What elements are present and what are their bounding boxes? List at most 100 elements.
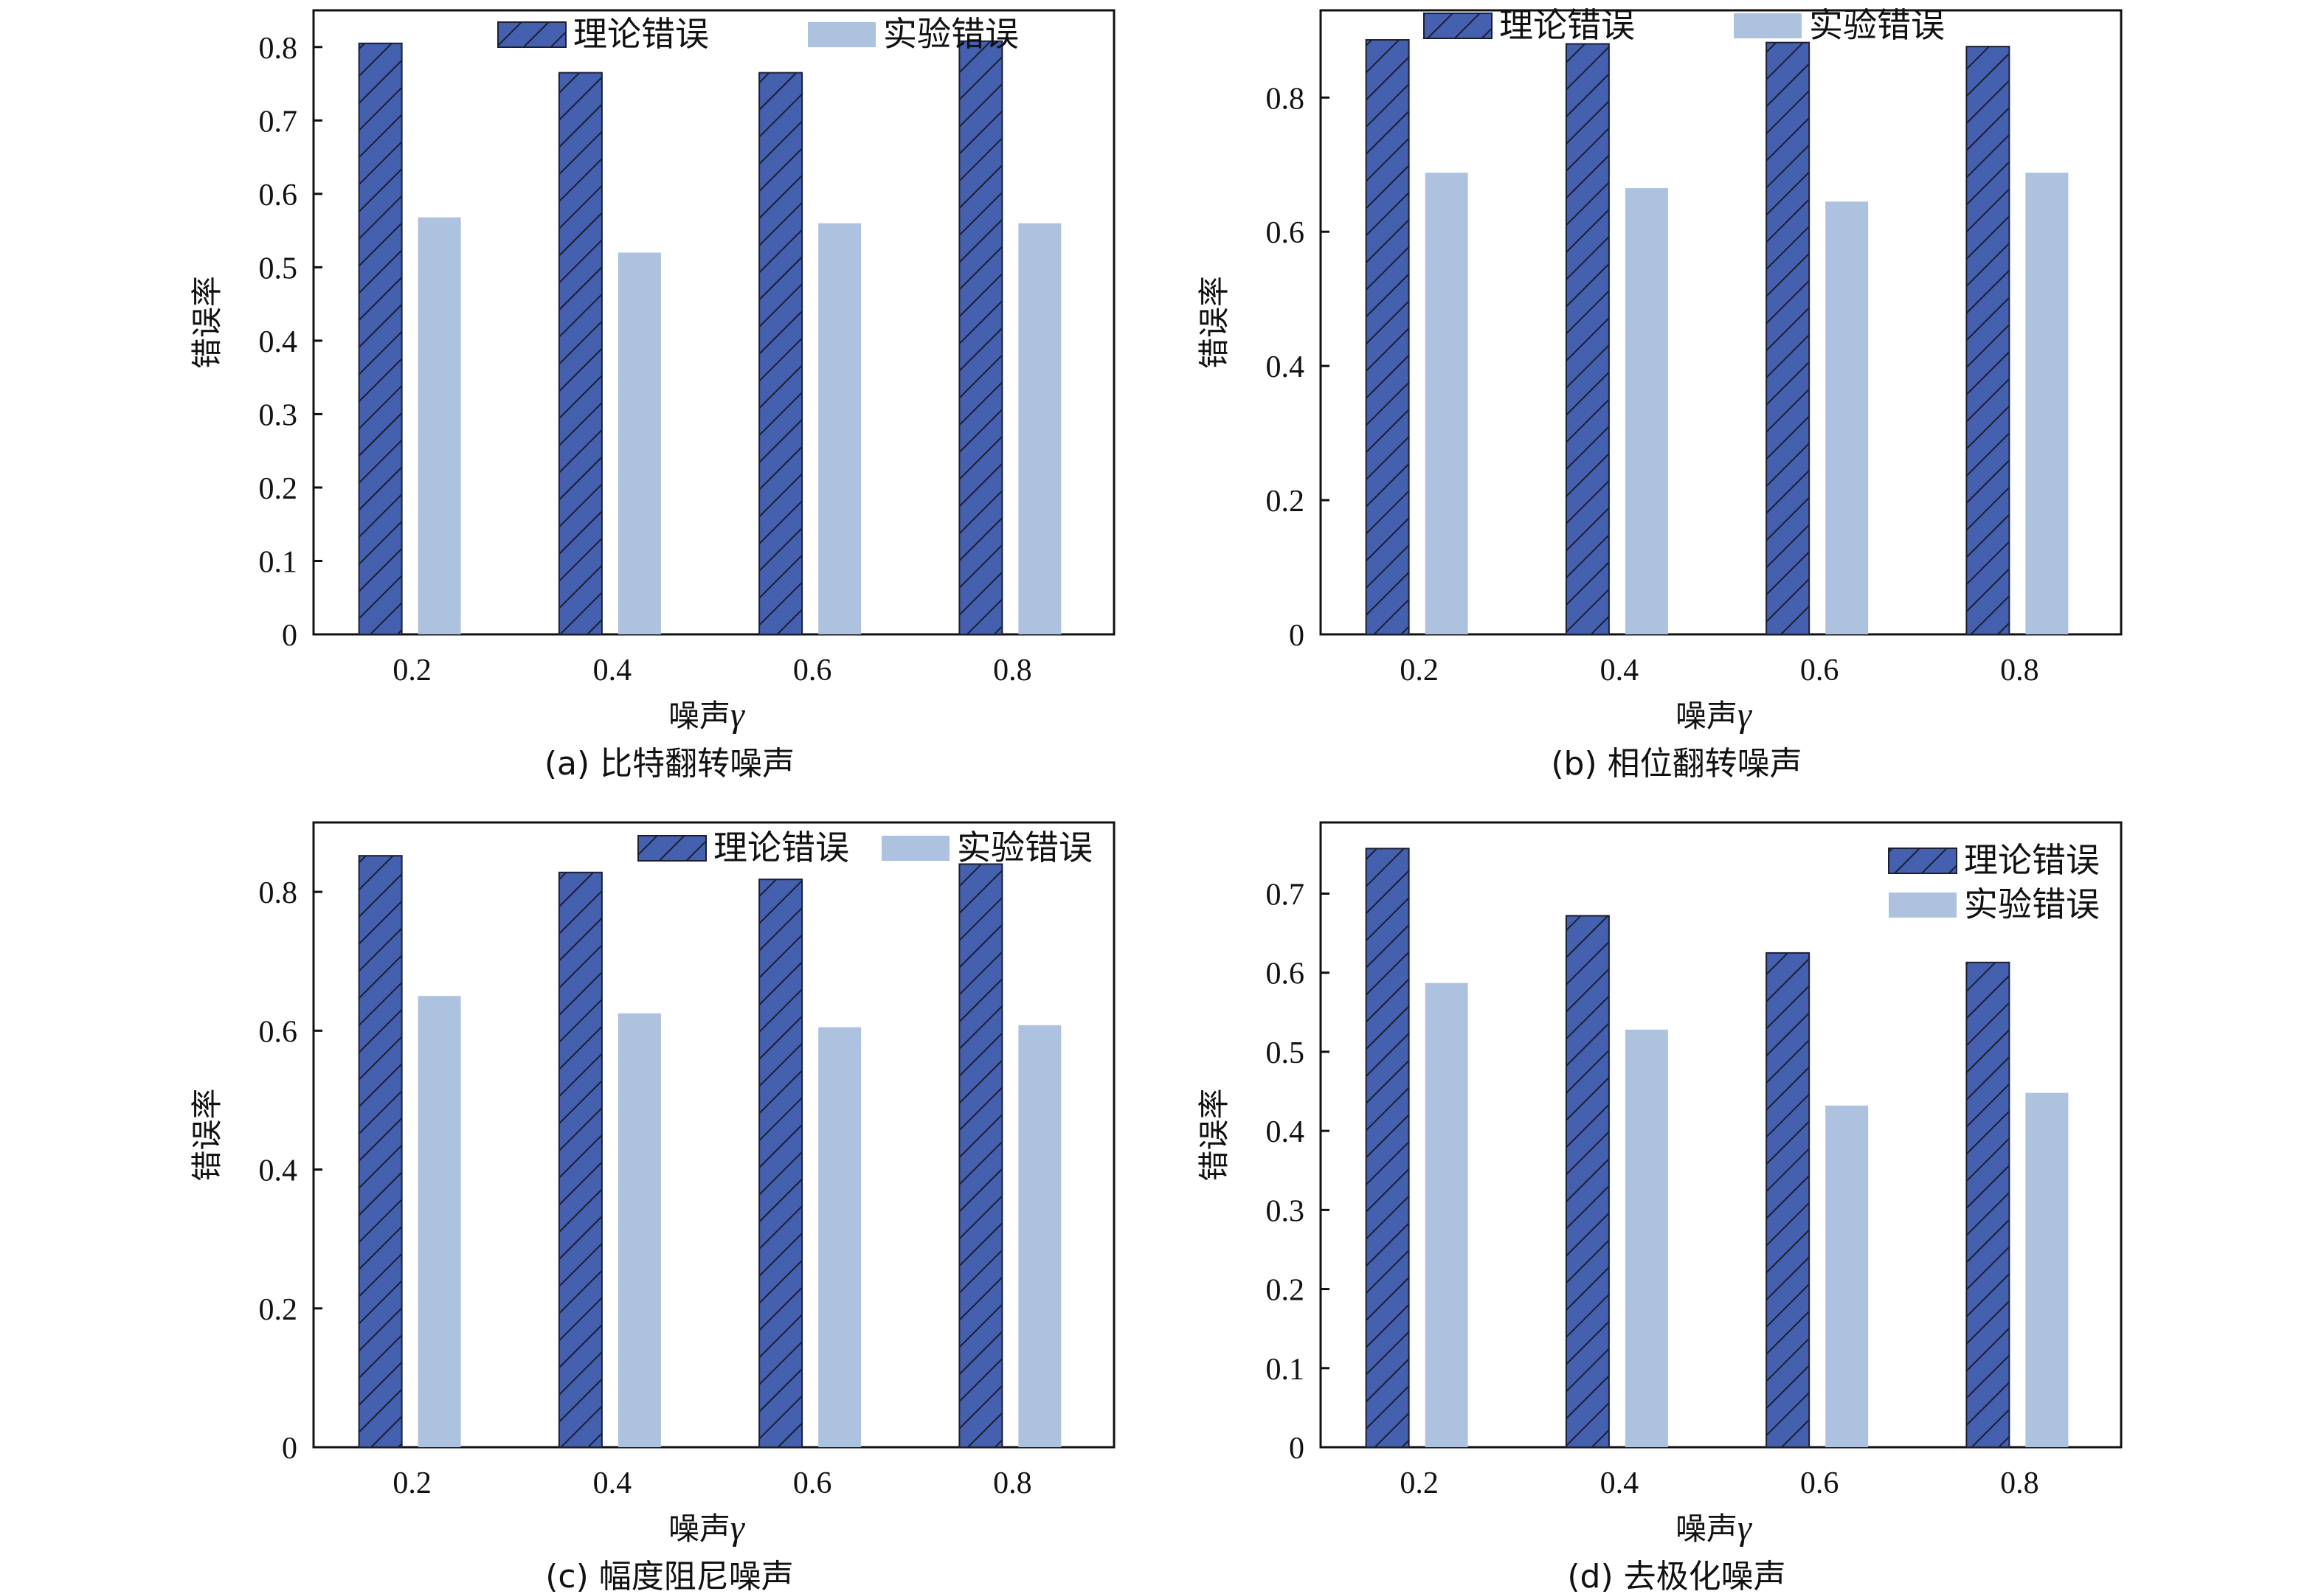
bar-theory-0.2 [358,42,403,636]
bar-experiment-0.8 [2025,1092,2069,1447]
y-tick-label: 0.4 [259,1154,298,1188]
bar-experiment-0.6 [1825,1105,1869,1447]
x-axis-label-symbol: γ [1737,696,1752,735]
plot-frame [1319,821,2123,1449]
plot-frame [312,821,1116,1449]
y-tick-label: 0.6 [1266,957,1305,991]
x-axis-label-text: 噪声 [668,698,730,734]
bar-theory-0.6 [758,72,803,636]
legend-label-theory: 理论错误 [573,14,709,54]
x-tick-label: 0.2 [1400,1466,1439,1500]
legend-swatch-theory [637,835,707,862]
x-tick-label: 0.2 [392,654,432,687]
x-tick-label: 0.6 [793,654,832,687]
y-tick-label: 0 [1289,1432,1304,1466]
legend-swatch-experiment [1889,893,1957,918]
y-tick-label: 0.8 [259,32,298,66]
plot-frame [1319,9,2123,636]
x-axis-label: 噪声γ [668,1508,745,1548]
x-tick-label: 0.8 [993,654,1032,687]
x-axis-label: 噪声γ [668,696,745,735]
y-tick-label: 0.4 [1266,350,1305,384]
x-tick-label: 0.8 [993,1466,1032,1500]
bar-experiment-0.2 [1425,983,1468,1447]
bar-theory-0.8 [958,863,1003,1448]
x-tick-label: 0.4 [593,1466,632,1500]
x-axis-label-text: 噪声 [1675,1511,1737,1547]
x-axis-label-symbol: γ [730,1508,745,1548]
bar-theory-0.6 [758,879,803,1449]
bar-experiment-0.4 [1625,1029,1668,1447]
bar-theory-0.8 [1965,46,2010,636]
y-tick-label: 0.4 [1266,1115,1305,1149]
bar-experiment-0.4 [1625,188,1668,634]
y-axis-label: 错误率 [189,276,225,369]
x-tick-label: 0.4 [593,654,632,687]
bar-theory-0.8 [1965,961,2010,1448]
y-tick-label: 0.6 [259,179,298,212]
legend: 理论错误实验错误 [637,828,1093,867]
x-tick-label: 0.2 [1400,654,1439,687]
x-tick-label: 0.8 [2000,654,2039,687]
legend-swatch-experiment [808,22,876,47]
y-tick-label: 0 [282,619,297,653]
bar-experiment-0.2 [418,996,461,1447]
y-tick-label: 0.2 [1266,1274,1305,1308]
bar-theory-0.4 [558,871,603,1448]
bar-experiment-0.4 [618,252,661,635]
legend-label-theory: 理论错误 [1964,840,2100,880]
x-tick-label: 0.2 [392,1466,432,1500]
panel-caption: (b) 相位翻转噪声 [1551,745,1802,783]
y-tick-label: 0.6 [259,1015,298,1049]
x-axis-label-text: 噪声 [1675,698,1737,734]
bar-experiment-0.2 [1425,173,1468,634]
bar-theory-0.4 [558,72,603,636]
bar-theory-0.8 [958,40,1003,635]
bar-experiment-0.6 [818,1027,862,1447]
y-tick-label: 0.8 [1266,82,1305,116]
legend-label-theory: 理论错误 [1499,5,1635,45]
legend: 理论错误实验错误 [497,14,1019,54]
panel-caption: (d) 去极化噪声 [1567,1558,1785,1594]
bar-theory-0.4 [1565,43,1610,635]
bar-theory-0.2 [1365,848,1410,1448]
x-tick-label: 0.6 [1800,654,1839,687]
x-tick-label: 0.8 [2000,1466,2039,1500]
chart-panel-a: 0 0.1 0.2 0.3 0.4 0.5 0.6 0.7 0.8 错误率 0.2 0.4 0.6 0.8… [189,9,1116,783]
y-tick-label: 0.2 [259,1293,298,1327]
chart-panel-c: 0 0.2 0.4 0.6 0.8 错误率 0.2 0.4 0.6 0.8 噪声γ (c) 幅度阻尼噪… [189,821,1116,1594]
x-tick-label: 0.4 [1600,654,1639,687]
bar-experiment-0.8 [1018,1025,1062,1447]
x-axis-label-text: 噪声 [668,1511,730,1547]
y-tick-label: 0.8 [259,876,298,910]
legend-label-experiment: 实验错误 [957,828,1093,867]
chart-panel-d: 0 0.1 0.2 0.3 0.4 0.5 0.6 0.7 错误率 0.2 0.4 0.6 0.8 噪声γ… [1196,821,2123,1594]
y-axis-label: 错误率 [1196,276,1232,369]
bar-theory-0.6 [1766,41,1811,636]
panel-caption: (c) 幅度阻尼噪声 [545,1558,794,1594]
y-tick-label: 0.7 [259,105,298,139]
x-axis-label-symbol: γ [730,696,745,735]
y-tick-label: 0.3 [1266,1194,1305,1228]
y-tick-label: 0.4 [259,325,298,359]
bar-theory-0.2 [1365,39,1410,635]
x-tick-label: 0.6 [793,1466,832,1500]
legend: 理论错误实验错误 [1423,5,1945,45]
y-tick-label: 0.5 [1266,1036,1305,1070]
x-tick-label: 0.4 [1600,1466,1639,1500]
bar-theory-0.6 [1766,952,1811,1448]
panel-caption: (a) 比特翻转噪声 [544,745,795,783]
y-tick-label: 0.2 [1266,485,1305,519]
x-axis-label: 噪声γ [1675,1508,1752,1548]
y-tick-label: 0.3 [259,398,298,432]
y-tick-label: 0.5 [259,252,298,285]
x-axis-label-symbol: γ [1737,1508,1752,1548]
plot-frame [312,9,1116,636]
bar-experiment-0.6 [818,223,862,635]
legend-swatch-experiment [882,836,950,861]
legend-swatch-experiment [1734,13,1802,38]
bar-theory-0.2 [358,855,403,1448]
y-tick-label: 0.7 [1266,878,1305,912]
